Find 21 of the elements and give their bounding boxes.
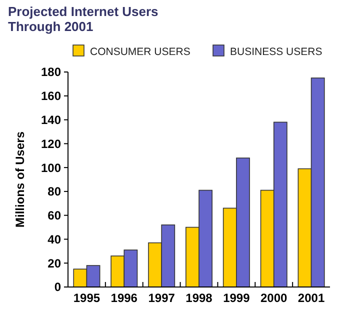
- y-tick-label: 80: [48, 184, 62, 199]
- y-tick-label: 100: [40, 160, 62, 175]
- x-tick-label: 1995: [73, 291, 100, 305]
- y-tick-label: 120: [40, 136, 62, 151]
- y-tick-label: 140: [40, 112, 62, 127]
- legend-label: BUSINESS USERS: [230, 46, 322, 58]
- y-axis-title: Millions of Users: [13, 131, 27, 228]
- legend-label: CONSUMER USERS: [90, 46, 190, 58]
- y-tick-label: 160: [40, 89, 62, 104]
- y-tick-label: 60: [48, 208, 62, 223]
- chart-title: Projected Internet Users Through 2001: [8, 4, 158, 34]
- y-tick-label: 20: [48, 256, 62, 270]
- y-tick-label: 0: [54, 280, 62, 294]
- y-tick-label: 180: [40, 65, 62, 80]
- x-tick-label: 2001: [298, 291, 325, 305]
- x-tick-label: 2000: [260, 291, 288, 305]
- x-tick-label: 1997: [148, 291, 176, 305]
- y-tick-label: 40: [48, 232, 62, 246]
- x-tick-label: 1998: [186, 291, 213, 305]
- x-tick-label: 1999: [223, 291, 250, 305]
- x-tick-label: 1996: [110, 291, 138, 305]
